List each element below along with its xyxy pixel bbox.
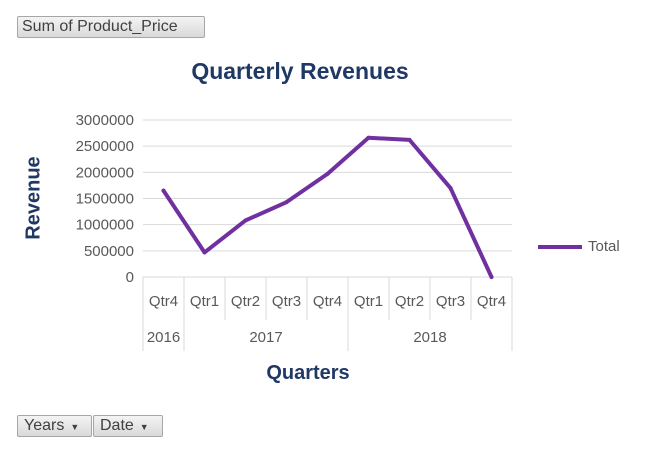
x-tick-label: Qtr2 bbox=[231, 293, 260, 310]
legend-label: Total bbox=[588, 238, 620, 255]
legend: Total bbox=[538, 238, 620, 255]
data-point bbox=[407, 137, 412, 142]
x-group-label: 2017 bbox=[249, 329, 282, 346]
y-tick-label: 1500000 bbox=[76, 191, 134, 208]
y-tick-label: 3000000 bbox=[76, 112, 134, 129]
years-filter-label: Years bbox=[24, 417, 65, 434]
y-tick-label: 1000000 bbox=[76, 217, 134, 234]
y-tick-label: 500000 bbox=[84, 243, 134, 260]
years-filter-button[interactable]: Years ▼ bbox=[17, 415, 92, 437]
chart-title: Quarterly Revenues bbox=[191, 58, 409, 84]
x-tick-label: Qtr3 bbox=[436, 293, 465, 310]
data-point bbox=[284, 200, 289, 205]
legend-swatch bbox=[538, 244, 582, 249]
dropdown-arrow-icon: ▼ bbox=[139, 422, 149, 432]
y-tick-label: 2000000 bbox=[76, 164, 134, 181]
data-point bbox=[243, 218, 248, 223]
x-tick-label: Qtr4 bbox=[313, 293, 342, 310]
x-tick-label: Qtr4 bbox=[477, 293, 506, 310]
series-line bbox=[161, 135, 494, 279]
x-group-label: 2016 bbox=[147, 329, 180, 346]
dropdown-arrow-icon: ▼ bbox=[70, 422, 80, 432]
x-tick-label: Qtr4 bbox=[149, 293, 178, 310]
data-point bbox=[366, 135, 371, 140]
x-group-label: 2018 bbox=[413, 329, 446, 346]
value-field-button[interactable]: Sum of Product_Price bbox=[17, 16, 205, 38]
value-field-label: Sum of Product_Price bbox=[22, 18, 178, 35]
data-point bbox=[489, 275, 494, 279]
data-point bbox=[161, 188, 166, 193]
x-tick-label: Qtr1 bbox=[190, 293, 219, 310]
y-tick-label: 0 bbox=[126, 269, 134, 286]
data-point bbox=[202, 250, 207, 255]
x-tick-label: Qtr3 bbox=[272, 293, 301, 310]
x-tick-label: Qtr1 bbox=[354, 293, 383, 310]
x-axis-title: Quarters bbox=[266, 362, 350, 384]
data-point bbox=[448, 186, 453, 191]
data-point bbox=[325, 171, 330, 176]
date-filter-button[interactable]: Date ▼ bbox=[93, 415, 163, 437]
x-tick-label: Qtr2 bbox=[395, 293, 424, 310]
y-tick-label: 2500000 bbox=[76, 138, 134, 155]
date-filter-label: Date bbox=[100, 417, 134, 434]
